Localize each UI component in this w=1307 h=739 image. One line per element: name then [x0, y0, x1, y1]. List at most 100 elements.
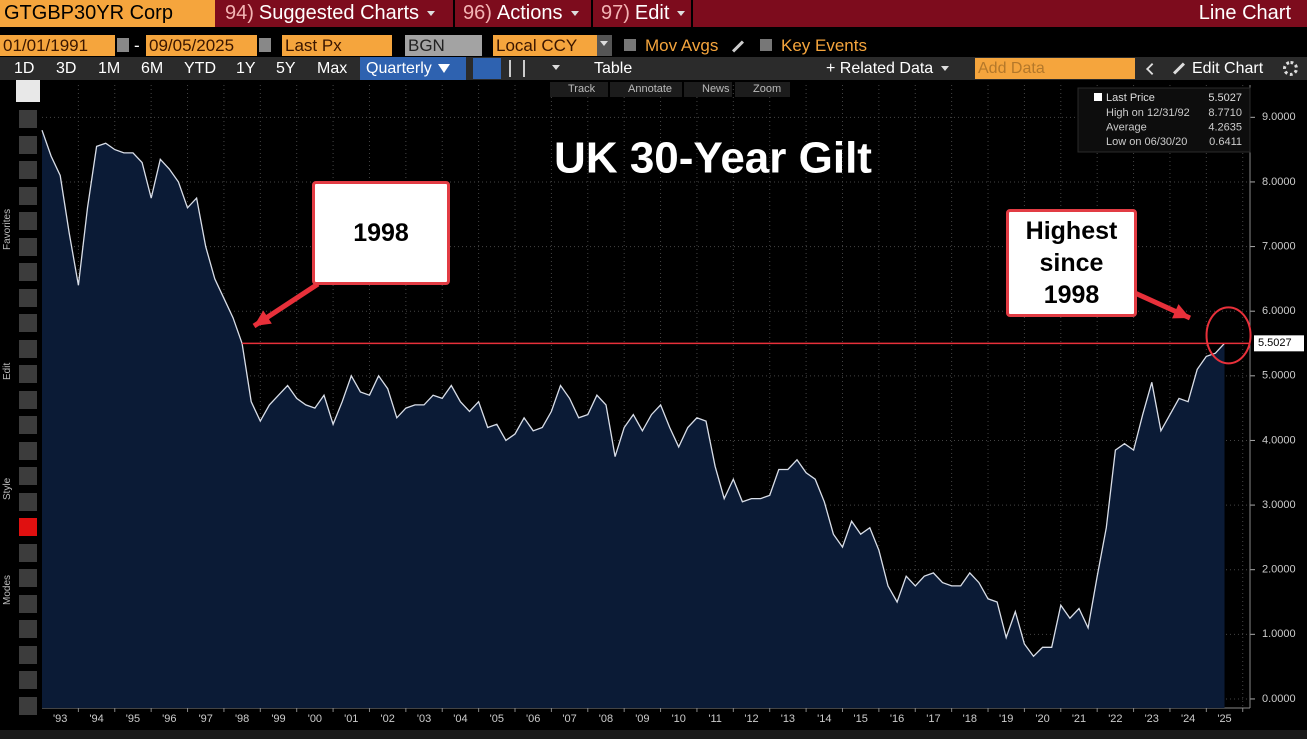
separator: -: [134, 36, 140, 55]
tool-icon[interactable]: [19, 237, 37, 256]
y-tick-label: 7.0000: [1262, 240, 1296, 252]
ticker[interactable]: GTGBP30YR Corp: [0, 0, 215, 27]
sidebar: Favorites Edit Style Modes: [0, 80, 42, 730]
related-label: + Related Data: [826, 60, 934, 77]
y-tick-label: 6.0000: [1262, 305, 1296, 317]
menu-label: Edit: [634, 2, 670, 24]
range-button[interactable]: 6M: [141, 60, 164, 77]
checkbox[interactable]: [624, 39, 636, 51]
tool-icon[interactable]: [19, 492, 37, 511]
x-tick-label: '14: [817, 713, 831, 725]
menu-number: 97): [601, 2, 630, 24]
add-data[interactable]: Add Data: [975, 58, 1135, 79]
tool-icon[interactable]: [19, 543, 37, 562]
tool-icon[interactable]: [19, 441, 37, 460]
y-tick-label: 4.0000: [1262, 434, 1296, 446]
tool-icon[interactable]: [19, 263, 37, 281]
settings-icon[interactable]: [1283, 61, 1298, 76]
end-date[interactable]: 09/05/2025: [146, 35, 257, 56]
menu[interactable]: 94) Suggested Charts: [219, 0, 455, 27]
x-tick-label: '93: [53, 713, 67, 725]
x-tick-label: '19: [999, 713, 1013, 725]
tool-icon[interactable]: [19, 671, 37, 689]
top-bar: GTGBP30YR Corp 94) Suggested Charts 96) Ac…: [0, 0, 1307, 27]
x-tick-label: '02: [380, 713, 394, 725]
menu-label: Suggested Charts: [258, 2, 420, 24]
tool-icon[interactable]: [19, 594, 37, 613]
tool-icon[interactable]: [19, 645, 37, 664]
y-tick-label: 0.0000: [1262, 693, 1296, 705]
range-button[interactable]: Max: [317, 60, 348, 77]
menu-number: 94): [225, 2, 254, 24]
menu-label: Actions: [496, 2, 563, 24]
range-button[interactable]: 5Y: [276, 60, 296, 77]
pencil-icon[interactable]: [731, 40, 745, 53]
x-tick-label: '99: [271, 713, 285, 725]
calendar-icon[interactable]: [117, 38, 129, 52]
view-name: Line Chart: [1198, 2, 1291, 24]
x-tick-label: '18: [963, 713, 977, 725]
checkbox[interactable]: [760, 39, 772, 51]
annotation-box: Highest since 1998: [1006, 209, 1137, 317]
section-label: Favorites: [2, 208, 13, 250]
menu[interactable]: 97) Edit: [595, 0, 693, 27]
tool-icon[interactable]: [19, 416, 37, 434]
tool-icon[interactable]: [19, 161, 37, 179]
edit-chart[interactable]: Edit Chart: [1192, 60, 1264, 77]
tool-icon[interactable]: [19, 518, 37, 536]
tool-icon[interactable]: [19, 314, 37, 332]
range-button[interactable]: 1Y: [236, 60, 256, 77]
range-button[interactable]: YTD: [184, 60, 216, 77]
option[interactable]: Key Events: [781, 36, 867, 55]
chart-tool[interactable]: Zoom: [735, 82, 790, 97]
tool-icon[interactable]: [19, 467, 37, 485]
tool-icon[interactable]: [19, 365, 37, 383]
currency[interactable]: Local CCY: [493, 35, 597, 56]
source[interactable]: BGN: [405, 35, 482, 56]
tool-icon[interactable]: [19, 620, 37, 638]
pencil-icon[interactable]: [1172, 62, 1186, 75]
tool-icon[interactable]: [19, 135, 37, 154]
y-tick-label: 9.0000: [1262, 111, 1296, 123]
start-date[interactable]: 01/01/1991: [0, 35, 115, 56]
bar-icon[interactable]: [509, 60, 525, 77]
annotation-box: 1998: [312, 181, 450, 285]
menu[interactable]: 96) Actions: [457, 0, 593, 27]
tool-icon[interactable]: [19, 212, 37, 230]
chart-tool[interactable]: Annotate: [610, 82, 682, 97]
chart-tool[interactable]: Track: [550, 82, 608, 97]
legend-label: Average: [1106, 121, 1147, 133]
chart-title: UK 30-Year Gilt: [554, 134, 872, 183]
x-tick-label: '10: [672, 713, 686, 725]
dropdown[interactable]: [541, 59, 571, 78]
dropdown[interactable]: [597, 35, 612, 56]
tool-icon[interactable]: [19, 390, 37, 409]
tool-icon[interactable]: [19, 569, 37, 587]
tool-icon[interactable]: [19, 186, 37, 205]
menu-number: 96): [463, 2, 492, 24]
chart-tool[interactable]: News: [684, 82, 732, 97]
line-icon[interactable]: [473, 58, 501, 79]
y-tick-label: 8.0000: [1262, 176, 1296, 188]
x-tick-label: '01: [344, 713, 358, 725]
range-button[interactable]: 3D: [56, 60, 77, 77]
collapse-icon[interactable]: [1146, 63, 1158, 75]
tool-icon[interactable]: [19, 696, 37, 715]
range-button[interactable]: 1M: [98, 60, 121, 77]
field[interactable]: Last Px: [282, 35, 392, 56]
area: [42, 130, 1225, 708]
legend-box: [1077, 87, 1251, 153]
cursor-tool[interactable]: [16, 80, 40, 102]
frequency[interactable]: Quarterly: [360, 57, 466, 80]
tool-icon[interactable]: [19, 288, 37, 307]
tool-icon[interactable]: [19, 339, 37, 358]
option[interactable]: Mov Avgs: [645, 36, 719, 55]
x-tick-label: '94: [89, 713, 103, 725]
tool-icon[interactable]: [19, 110, 37, 128]
section-label: Modes: [2, 574, 13, 605]
related-data[interactable]: + Related Data: [826, 57, 950, 80]
table-button[interactable]: Table: [594, 60, 633, 77]
range-button[interactable]: 1D: [14, 60, 35, 77]
calendar-icon[interactable]: [259, 38, 271, 52]
